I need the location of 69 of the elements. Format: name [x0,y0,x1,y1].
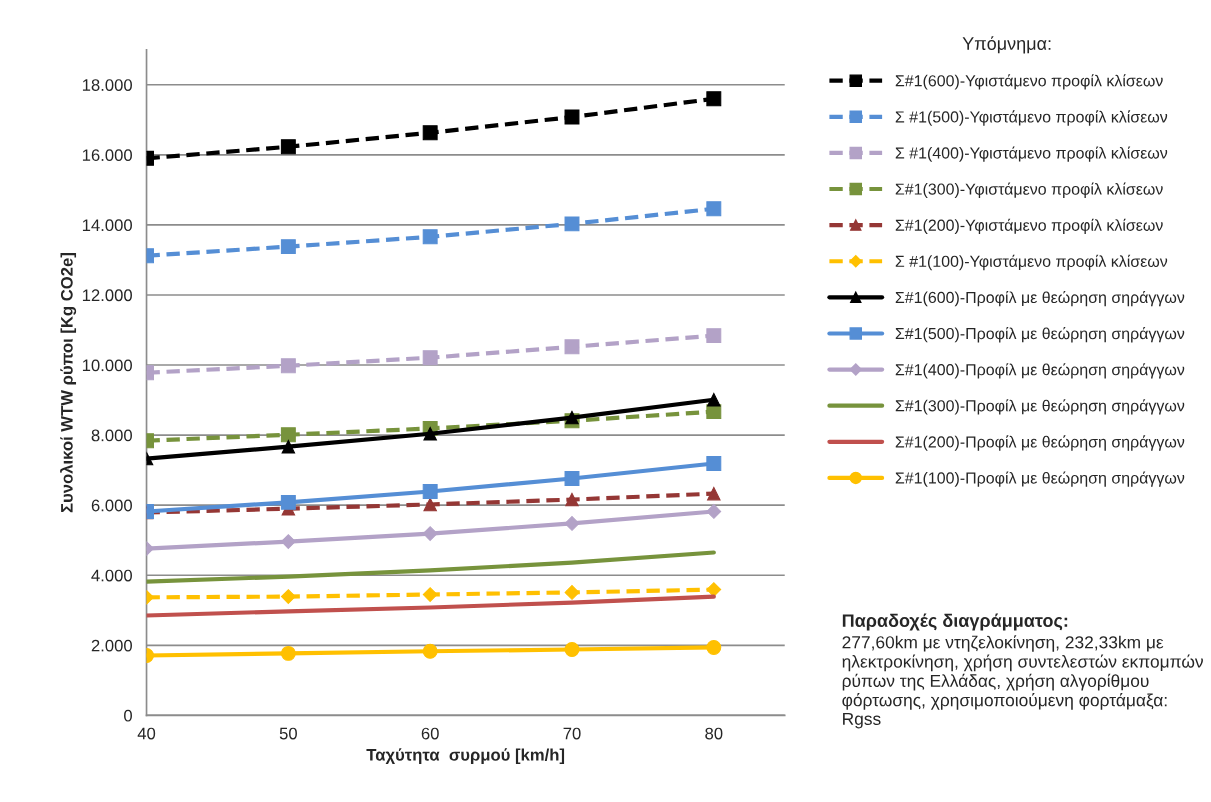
legend-label: Σ#1(500)-Προφίλ με θεώρηση σηράγγων [895,327,1185,343]
legend-label: Σ #1(100)-Υφιστάμενο προφίλ κλίσεων [895,254,1168,271]
point [281,439,296,454]
point [423,426,437,441]
point [280,427,296,443]
point [280,239,296,255]
legend-label: Σ#1(600)-Προφίλ με θεώρηση σηράγγων [895,290,1185,307]
line-series [146,550,716,584]
y-tick-label: 18.000 [82,79,132,91]
legend-label: Σ#1(400)-Προφίλ με θεώρηση σηράγγων [895,363,1185,379]
point [280,589,296,605]
point [422,587,438,602]
legend-label: Σ #1(400)-Υφιστάμενο προφίλ κλίσεων [895,146,1168,162]
point [280,494,296,510]
legend-label: Σ#1(600)-Υφιστάμενο προφίλ κλίσεων [895,74,1163,90]
point [280,358,296,374]
text: Παραδοχές διαγράμματος: [842,613,1068,631]
point [422,484,438,499]
x-tick-label: 70 [563,727,581,740]
y-tick-label: 10.000 [82,359,132,372]
point [422,350,438,366]
point [422,526,438,541]
y-tick-label: 4.000 [91,569,132,582]
y-tick-label: 12.000 [82,289,132,302]
y-tick-label: 8.000 [91,429,132,442]
point [422,643,438,659]
point [564,585,580,600]
legend-label: Σ #1(500)-Υφιστάμενο προφίλ κλίσεων [895,110,1168,126]
legend-label: Σ#1(300)-Υφιστάμενο προφίλ κλίσεων [895,182,1163,198]
point [706,91,722,107]
point [564,516,580,531]
x-axis-title: Ταχύτητα συρμού [km/h] [366,748,565,765]
point [706,456,722,471]
point [422,229,438,245]
point [565,410,579,425]
legend-label: Σ#1(100)-Προφίλ με θεώρηση σηράγγων [895,471,1185,487]
point [423,497,437,512]
y-tick-label: 2.000 [91,639,132,652]
point [707,392,721,407]
legend-title: Υπόμνημα: [962,36,1051,54]
y-axis-title: Συνολικοί WTW ρύποι [Kg CO2e] [60,253,77,513]
point [564,216,580,232]
point [565,492,579,507]
x-tick-label: 60 [421,727,439,740]
point [564,339,580,355]
point [706,582,722,597]
point [706,639,722,655]
legend-label: Σ#1(200)-Υφιστάμενο προφίλ κλίσεων [895,218,1163,235]
point [707,486,721,501]
point [706,504,722,519]
y-tick-label: 16.000 [82,149,132,162]
x-tick-label: 80 [705,727,723,740]
point [280,139,296,155]
point [706,404,722,420]
point [564,471,580,487]
y-tick-label: 6.000 [91,499,132,512]
legend-label: Σ#1(300)-Προφίλ με θεώρηση σηράγγων [895,399,1185,415]
y-tick-label: 0 [124,709,132,722]
y-tick-label: 14.000 [82,219,132,232]
text: 277,60km με ντηζελοκίνηση, 232,33km με ηλεκτροκίνηση, χρήση συντελεστών εκπομπών ρύπων της Ελλάδας, χρήση αλγορίθμου φόρτωσης, χρησιμοποιούμενη φορτάμαξα: Rgss [842,635,1203,729]
point [706,201,722,217]
point [706,328,722,344]
point [280,645,296,661]
legend-label: Σ#1(200)-Προφίλ με θεώρηση σηράγγων [895,435,1185,451]
point [564,642,580,657]
point [422,125,438,141]
x-tick-label: 50 [279,727,297,740]
x-tick-label: 40 [137,727,156,740]
point [280,534,296,550]
